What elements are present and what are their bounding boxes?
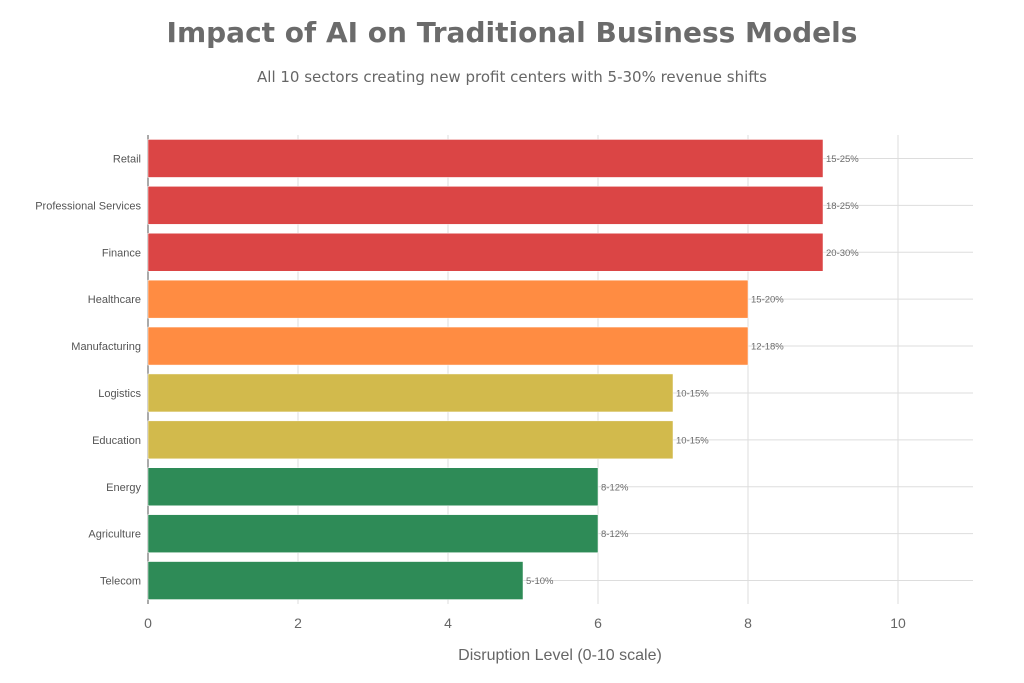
data-label: 20-30%: [826, 248, 859, 259]
data-label: 8-12%: [601, 482, 629, 493]
x-tick-label: 4: [444, 615, 452, 631]
bar-manufacturing: [147, 326, 749, 366]
chart-title: Impact of AI on Traditional Business Mod…: [166, 16, 858, 49]
bar-agriculture: [147, 514, 599, 553]
category-label: Professional Services: [35, 200, 141, 212]
labels: 0 2 4 6 8 10 Retail 15-25% Professional Services…: [35, 153, 906, 631]
data-label: 8-12%: [601, 529, 629, 540]
bar-healthcare: [147, 279, 749, 319]
x-tick-label: 0: [144, 615, 152, 631]
x-tick-label: 2: [294, 615, 302, 631]
bar-finance: [147, 233, 824, 272]
bar-telecom: [147, 561, 524, 600]
bar-energy: [147, 467, 599, 506]
category-label: Agriculture: [88, 529, 141, 541]
bar-professional-services: [147, 186, 824, 225]
x-tick-label: 8: [744, 615, 752, 631]
chart-subtitle: All 10 sectors creating new profit cente…: [257, 68, 767, 86]
bar-retail: [147, 139, 824, 178]
category-label: Telecom: [100, 576, 141, 588]
category-label: Finance: [102, 247, 141, 259]
data-label: 12-18%: [751, 342, 784, 353]
category-label: Retail: [113, 153, 141, 165]
category-label: Manufacturing: [71, 341, 141, 353]
category-label: Healthcare: [88, 294, 141, 306]
x-tick-label: 10: [890, 615, 906, 631]
data-label: 15-25%: [826, 154, 859, 165]
data-label: 10-15%: [676, 388, 709, 399]
data-label: 15-20%: [751, 295, 784, 306]
x-tick-label: 6: [594, 615, 602, 631]
data-label: 5-10%: [526, 576, 554, 587]
bars: [147, 139, 824, 600]
category-label: Energy: [106, 482, 141, 494]
bar-logistics: [147, 373, 674, 413]
category-label: Logistics: [98, 388, 141, 400]
data-label: 18-25%: [826, 201, 859, 212]
bar-education: [147, 420, 674, 460]
data-label: 10-15%: [676, 435, 709, 446]
category-label: Education: [92, 435, 141, 447]
x-axis-title: Disruption Level (0-10 scale): [458, 647, 662, 664]
